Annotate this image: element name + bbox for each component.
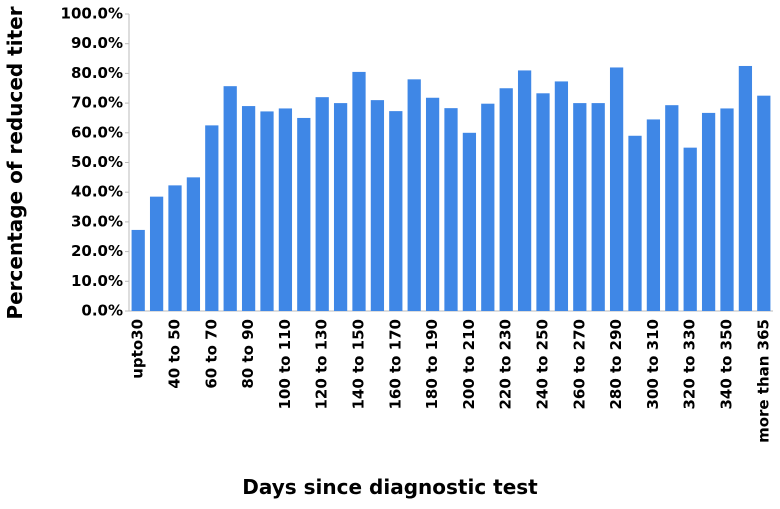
bar bbox=[646, 119, 661, 311]
y-tick-label: 60.0% bbox=[71, 123, 123, 141]
bar bbox=[186, 177, 201, 311]
bar bbox=[462, 132, 477, 311]
y-tick-label: 100.0% bbox=[61, 5, 123, 23]
x-tick-label: 120 to 130 bbox=[313, 319, 331, 410]
x-axis-title: Days since diagnostic test bbox=[242, 475, 538, 499]
bar bbox=[315, 97, 329, 311]
bar bbox=[131, 229, 145, 311]
bar bbox=[168, 185, 182, 311]
y-tick-label: 40.0% bbox=[71, 183, 123, 201]
bar bbox=[720, 108, 734, 311]
x-tick-label: 200 to 210 bbox=[460, 319, 478, 410]
y-tick-label: 0.0% bbox=[81, 302, 123, 320]
x-tick-label: 180 to 190 bbox=[423, 319, 441, 410]
bar bbox=[149, 196, 164, 311]
bar bbox=[665, 105, 679, 311]
y-tick-label: 50.0% bbox=[71, 153, 123, 171]
bar bbox=[352, 71, 366, 311]
x-tick-label: 160 to 170 bbox=[386, 319, 404, 410]
bar bbox=[425, 97, 440, 311]
bar bbox=[278, 108, 293, 311]
y-tick-label: 20.0% bbox=[71, 242, 123, 260]
x-tick-label: upto30 bbox=[129, 319, 147, 379]
bar bbox=[757, 95, 771, 311]
bar bbox=[517, 70, 532, 312]
y-tick-label: 30.0% bbox=[71, 212, 123, 230]
y-tick-label: 90.0% bbox=[71, 34, 123, 52]
y-tick-label: 70.0% bbox=[71, 94, 123, 112]
x-tick-label: 40 to 50 bbox=[166, 319, 184, 389]
y-axis-title: Percentage of reduced titer bbox=[3, 6, 27, 319]
bar bbox=[609, 67, 624, 312]
bar bbox=[260, 111, 274, 311]
bar bbox=[536, 93, 550, 311]
bar bbox=[370, 100, 385, 311]
bar bbox=[444, 108, 458, 311]
x-tick-label: 320 to 330 bbox=[681, 319, 699, 410]
x-tick-label: 140 to 150 bbox=[350, 319, 368, 410]
x-tick-label: 300 to 310 bbox=[644, 319, 662, 410]
bar bbox=[407, 79, 421, 311]
bar bbox=[591, 103, 605, 311]
bar bbox=[223, 86, 237, 312]
bar bbox=[499, 88, 513, 311]
x-tick-label: 60 to 70 bbox=[202, 319, 220, 389]
x-tick-label: 340 to 350 bbox=[718, 319, 736, 410]
x-tick-label: more than 365 bbox=[754, 319, 772, 443]
bar bbox=[333, 103, 348, 311]
x-tick-label: 80 to 90 bbox=[239, 319, 257, 389]
bar bbox=[738, 65, 753, 311]
x-tick-label: 100 to 110 bbox=[276, 319, 294, 410]
bar bbox=[628, 135, 642, 311]
x-tick-label: 280 to 290 bbox=[607, 319, 625, 410]
x-tick-label: 220 to 230 bbox=[497, 319, 515, 410]
bar bbox=[205, 125, 219, 311]
bar bbox=[297, 117, 311, 311]
x-tick-label: 240 to 250 bbox=[534, 319, 552, 410]
bar bbox=[389, 111, 403, 311]
bar bbox=[701, 112, 716, 311]
bar bbox=[554, 81, 569, 311]
bar bbox=[241, 106, 256, 311]
bar bbox=[683, 147, 697, 311]
bar bbox=[573, 103, 587, 311]
bar bbox=[481, 103, 495, 311]
y-tick-label: 80.0% bbox=[71, 64, 123, 82]
y-tick-label: 10.0% bbox=[71, 272, 123, 290]
x-tick-label: 260 to 270 bbox=[570, 319, 588, 410]
